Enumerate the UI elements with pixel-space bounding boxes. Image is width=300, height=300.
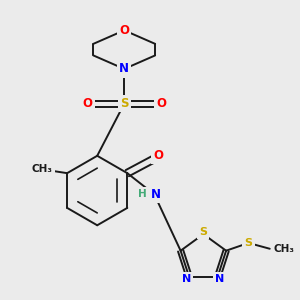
Text: S: S	[244, 238, 253, 248]
Text: O: O	[82, 97, 93, 110]
Text: N: N	[215, 274, 224, 284]
Text: S: S	[120, 97, 128, 110]
Text: CH₃: CH₃	[32, 164, 52, 174]
Text: S: S	[200, 227, 207, 237]
Text: N: N	[182, 274, 191, 284]
Text: O: O	[153, 149, 163, 162]
Text: CH₃: CH₃	[274, 244, 295, 254]
Text: O: O	[119, 24, 129, 37]
Text: O: O	[156, 97, 166, 110]
Text: N: N	[151, 188, 161, 201]
Text: N: N	[119, 62, 129, 75]
Text: H: H	[138, 189, 147, 199]
